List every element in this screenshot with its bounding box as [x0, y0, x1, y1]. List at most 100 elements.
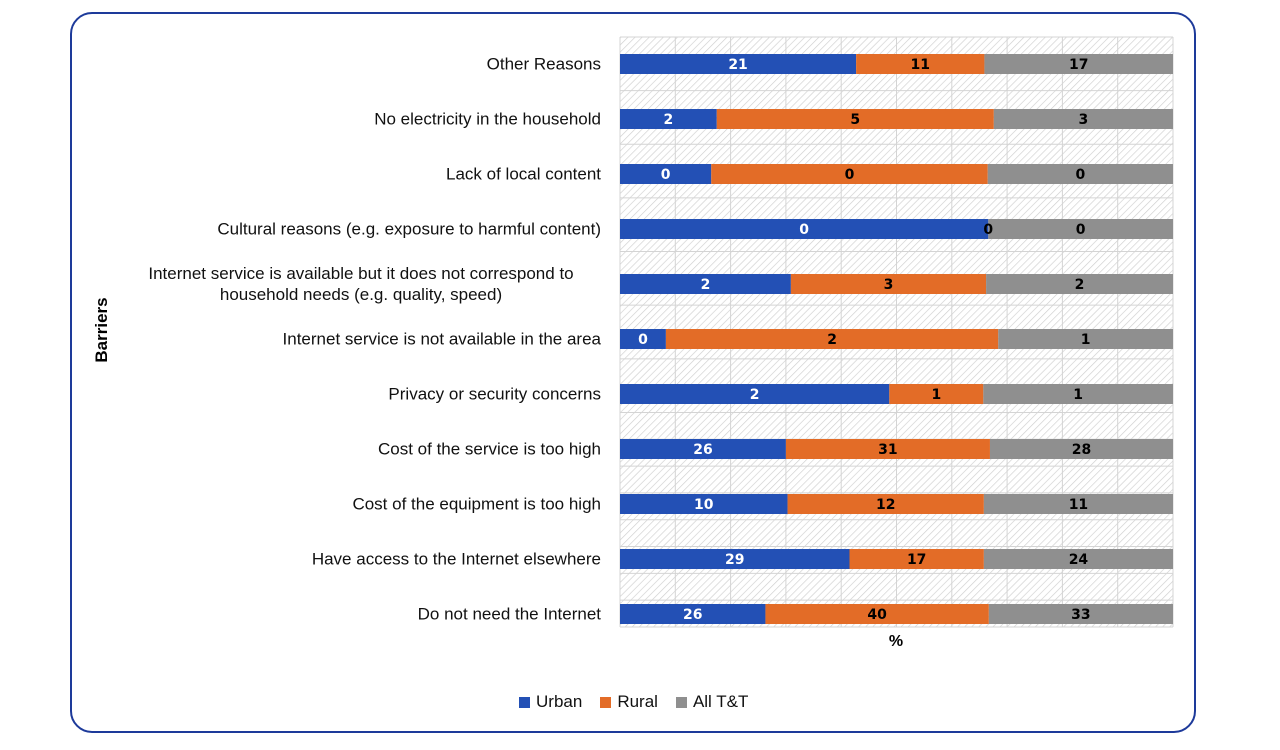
data-label-urban: 0: [799, 222, 809, 238]
data-label-rural: 31: [878, 442, 897, 458]
bar-segment-all-t-t[interactable]: [993, 109, 1173, 129]
category-label: Privacy or security concerns: [101, 384, 601, 405]
category-label-line: Cultural reasons (e.g. exposure to harmf…: [217, 219, 601, 239]
bar-segment-urban[interactable]: [620, 109, 717, 129]
category-label: Internet service is available but it doe…: [121, 263, 601, 305]
data-label-urban: 2: [664, 112, 674, 128]
legend-item-rural[interactable]: Rural: [600, 692, 658, 712]
data-label-rural: 5: [850, 112, 860, 128]
data-label-all-t-t: 3: [1079, 112, 1089, 128]
data-label-rural: 0: [845, 167, 855, 183]
category-label: Cultural reasons (e.g. exposure to harmf…: [101, 219, 601, 240]
bar-segment-all-t-t[interactable]: [988, 604, 1173, 624]
bar-segment-rural[interactable]: [765, 604, 989, 624]
bar-segment-urban[interactable]: [620, 439, 786, 459]
bar-segment-urban[interactable]: [620, 54, 857, 74]
category-label: No electricity in the household: [101, 109, 601, 130]
legend-label-urban: Urban: [536, 692, 583, 711]
bar-segment-rural[interactable]: [665, 329, 999, 349]
data-label-rural: 12: [876, 497, 895, 513]
category-label-line: Cost of the service is too high: [377, 439, 601, 459]
data-label-all-t-t: 0: [1076, 222, 1086, 238]
data-label-all-t-t: 2: [1075, 277, 1085, 293]
category-label: Lack of local content: [101, 164, 601, 185]
category-label-line: Do not need the Internet: [417, 604, 601, 624]
bar-segment-urban[interactable]: [620, 494, 788, 514]
data-label-urban: 0: [638, 332, 648, 348]
bar-segment-urban[interactable]: [620, 219, 989, 239]
bar-segment-all-t-t[interactable]: [983, 384, 1173, 404]
category-label: Cost of the equipment is too high: [101, 494, 601, 515]
data-label-rural: 11: [911, 57, 930, 73]
category-label-line: Other Reasons: [486, 54, 601, 74]
legend-label-rural: Rural: [617, 692, 658, 711]
category-label: Do not need the Internet: [101, 604, 601, 625]
bar-segment-rural[interactable]: [889, 384, 984, 404]
legend-swatch-rural: [600, 696, 612, 708]
bar-segment-all-t-t[interactable]: [998, 329, 1173, 349]
category-label-line: Have access to the Internet elsewhere: [311, 549, 601, 569]
category-label: Cost of the service is too high: [101, 439, 601, 460]
data-label-all-t-t: 1: [1081, 332, 1091, 348]
data-label-urban: 10: [694, 497, 714, 513]
data-label-rural: 1: [931, 387, 941, 403]
bar-segment-all-t-t[interactable]: [984, 54, 1173, 74]
legend-label-all-tt: All T&T: [692, 692, 749, 711]
legend-swatch-urban: [519, 696, 530, 708]
bar-segment-all-t-t[interactable]: [986, 274, 1173, 294]
category-label: Other Reasons: [101, 54, 601, 75]
bar-segment-urban[interactable]: [620, 604, 766, 624]
data-label-all-t-t: 11: [1069, 497, 1088, 513]
bar-segment-rural[interactable]: [790, 274, 987, 294]
data-label-all-t-t: 33: [1071, 607, 1090, 623]
bar-segment-rural[interactable]: [787, 494, 984, 514]
category-label-line: Cost of the equipment is too high: [352, 494, 601, 514]
category-label-line: household needs (e.g. quality, speed): [219, 285, 503, 304]
bar-segment-rural[interactable]: [856, 54, 985, 74]
data-label-urban: 21: [728, 57, 747, 73]
bar-segment-all-t-t[interactable]: [987, 164, 1173, 184]
category-label-line: No electricity in the household: [374, 109, 601, 129]
data-label-rural: 17: [907, 552, 926, 568]
bar-segment-rural[interactable]: [716, 109, 994, 129]
bar-segment-all-t-t[interactable]: [989, 439, 1173, 459]
data-label-all-t-t: 1: [1073, 387, 1083, 403]
category-label-line: Lack of local content: [446, 164, 601, 184]
legend-item-urban[interactable]: Urban: [519, 692, 582, 712]
data-label-urban: 2: [750, 387, 760, 403]
category-label-line: Internet service is not available in the…: [282, 329, 601, 349]
bar-segment-all-t-t[interactable]: [983, 494, 1173, 514]
category-label: Have access to the Internet elsewhere: [101, 549, 601, 570]
data-label-rural: 3: [884, 277, 894, 293]
bar-segment-all-t-t[interactable]: [983, 549, 1173, 569]
bar-segment-rural[interactable]: [711, 164, 988, 184]
data-label-rural: 2: [827, 332, 837, 348]
data-label-urban: 0: [661, 167, 671, 183]
bar-segment-urban[interactable]: [620, 329, 666, 349]
data-label-urban: 2: [701, 277, 711, 293]
bar-segment-rural[interactable]: [785, 439, 990, 459]
data-label-rural: 40: [867, 607, 887, 623]
bar-segment-all-t-t[interactable]: [988, 219, 1173, 239]
data-label-all-t-t: 17: [1069, 57, 1088, 73]
bar-segment-urban[interactable]: [620, 384, 890, 404]
x-axis-title: %: [888, 633, 904, 650]
bar-segment-urban[interactable]: [620, 549, 850, 569]
bar-segment-urban[interactable]: [620, 164, 712, 184]
data-label-urban: 26: [693, 442, 712, 458]
data-label-all-t-t: 24: [1069, 552, 1089, 568]
data-label-all-t-t: 0: [1075, 167, 1085, 183]
bar-segment-urban[interactable]: [620, 274, 791, 294]
legend-item-all-tt[interactable]: All T&T: [675, 692, 749, 712]
data-label-all-t-t: 28: [1072, 442, 1091, 458]
data-label-urban: 29: [725, 552, 744, 568]
data-label-urban: 26: [683, 607, 702, 623]
category-label: Internet service is not available in the…: [101, 329, 601, 350]
category-label-line: Privacy or security concerns: [388, 384, 601, 404]
legend-swatch-all-tt: [675, 696, 687, 708]
category-label-line: Internet service is available but it doe…: [148, 264, 574, 283]
data-label-rural: 0: [983, 222, 993, 238]
legend: Urban Rural All T&T: [519, 692, 748, 712]
bar-segment-rural[interactable]: [849, 549, 984, 569]
